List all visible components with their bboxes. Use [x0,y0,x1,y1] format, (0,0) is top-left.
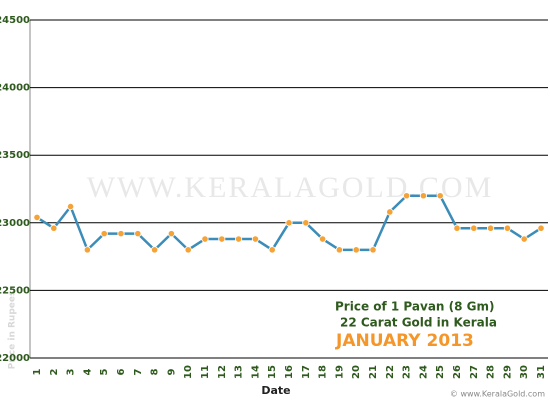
marker [537,224,545,232]
marker [50,224,58,232]
x-tick-label: 24 [418,365,429,379]
marker [83,246,92,254]
credit: © www.KeralaGold.com [450,390,545,399]
marker [100,230,108,238]
x-tick-label: 1 [32,368,43,375]
x-tick-label: 28 [486,365,497,379]
annotation: 22 Carat Gold in Kerala [340,316,497,330]
marker [386,208,394,216]
x-tick-label: 18 [318,365,329,379]
x-tick-label: 8 [150,368,161,375]
marker [117,230,125,238]
x-tick-label: 31 [536,365,547,379]
marker [268,246,276,254]
x-tick-label: 11 [200,365,211,379]
marker [285,219,293,227]
marker [335,246,343,254]
x-tick-label: 29 [502,365,513,379]
marker [419,192,427,200]
x-axis-label: Date [261,384,290,397]
x-tick-label: 14 [250,365,261,379]
y-tick-label: 24000 [0,83,30,94]
marker [520,235,528,243]
x-tick-label: 27 [469,365,480,379]
x-tick-label: 25 [435,365,446,379]
y-axis-label: Price in Rupees [8,291,18,370]
x-tick-label: 12 [217,365,228,379]
x-tick-label: 16 [284,365,295,379]
marker [453,224,461,232]
marker [167,230,175,238]
y-tick-label: 23000 [0,218,30,229]
x-tick-label: 13 [234,365,245,379]
marker [318,235,327,243]
x-tick-label: 7 [133,368,144,375]
x-tick-label: 10 [183,365,194,379]
x-tick-label: 6 [116,368,127,375]
x-tick-label: 9 [166,368,177,375]
x-tick-label: 23 [402,365,413,379]
x-tick-label: 2 [49,368,60,375]
marker [218,235,226,243]
marker [33,213,41,221]
x-tick-label: 20 [351,365,362,379]
marker [352,246,360,254]
marker [486,224,495,232]
y-tick-label: 24500 [0,15,30,26]
marker [302,219,310,227]
marker [436,192,444,200]
marker [67,202,75,211]
y-tick-label: 22000 [0,353,30,364]
x-tick-label: 3 [66,368,77,375]
x-tick-label: 5 [99,368,110,375]
marker [134,230,142,238]
y-tick-label: 23500 [0,150,30,161]
x-tick-label: 22 [385,365,396,379]
x-tick-label: 19 [334,365,345,379]
marker [503,224,511,232]
x-tick-label: 30 [519,365,530,379]
marker [151,246,159,254]
marker [201,235,209,243]
marker [251,235,259,243]
watermark: WWW.KERALAGOLD.COM [87,171,494,204]
marker [402,192,411,200]
x-tick-label: 4 [82,368,93,375]
x-tick-label: 26 [452,365,463,379]
marker [184,246,192,254]
annotation: Price of 1 Pavan (8 Gm) [335,300,495,314]
marker [470,224,478,232]
marker [235,235,243,243]
x-tick-label: 17 [301,365,312,379]
marker [369,246,377,254]
x-tick-label: 15 [267,365,278,379]
x-tick-label: 21 [368,365,379,379]
y-tick-label: 22500 [0,285,30,296]
annotation: JANUARY 2013 [335,331,474,351]
